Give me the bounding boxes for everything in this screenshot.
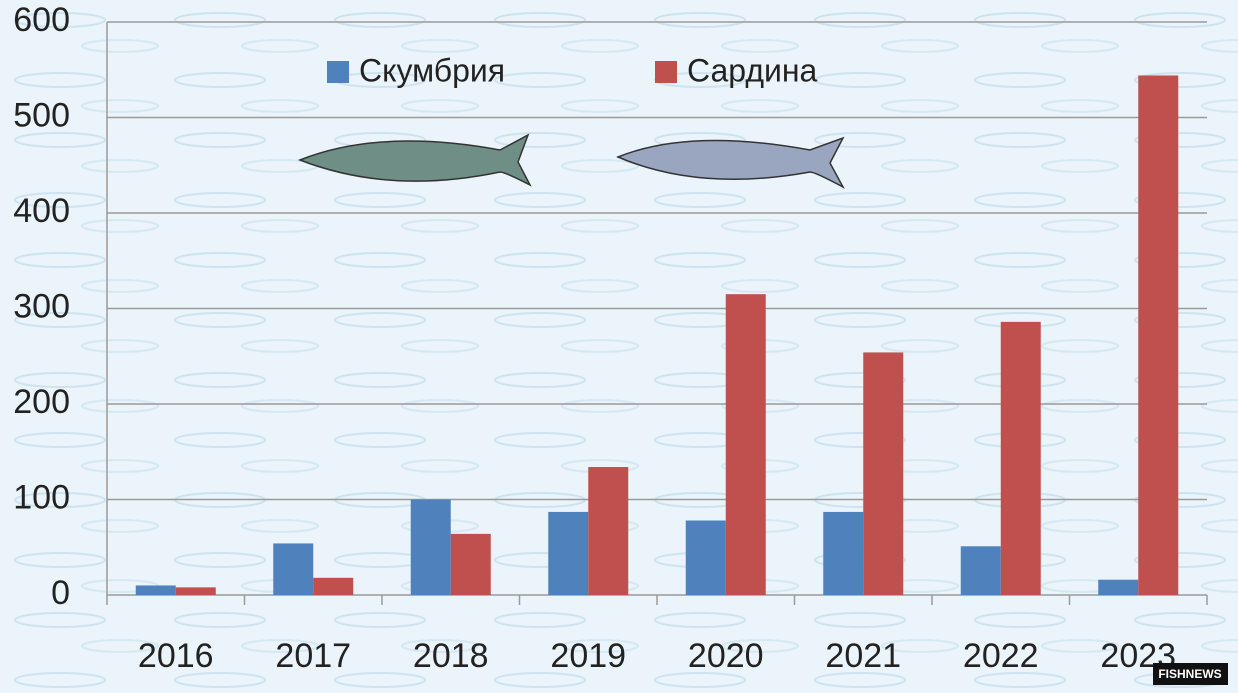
bar [685,520,726,595]
x-tick-label: 2016 [138,637,214,675]
bar [548,511,589,595]
bar [725,294,766,595]
y-tick-label: 100 [13,478,70,516]
bar [410,499,451,595]
bar [1098,579,1139,595]
y-tick-label: 300 [13,287,70,325]
y-tick-label: 400 [13,192,70,230]
x-tick-label: 2017 [275,637,351,675]
logo: FISHNEWS [1158,667,1221,681]
y-tick-label: 500 [13,96,70,134]
y-tick-label: 0 [51,574,70,612]
bar [1000,321,1041,595]
bar [1138,75,1179,596]
bar [960,546,1001,595]
bar [313,577,354,595]
legend-label: Скумбрия [359,52,505,88]
bar [450,533,491,595]
bar [823,511,864,595]
bar [273,543,314,595]
bar [863,352,904,595]
legend-swatch [655,61,677,83]
bar [175,587,216,595]
x-tick-label: 2019 [550,637,626,675]
bar [588,467,629,595]
x-tick-label: 2020 [688,637,764,675]
fish-illustrations [297,133,845,189]
y-tick-label: 200 [13,383,70,421]
legend-label: Сардина [687,52,818,88]
x-tick-label: 2018 [413,637,489,675]
x-tick-label: 2022 [963,637,1039,675]
bar [135,585,176,595]
y-tick-label: 600 [13,1,70,39]
logo-box [1153,663,1228,685]
x-tick-label: 2021 [825,637,901,675]
legend-swatch [327,61,349,83]
